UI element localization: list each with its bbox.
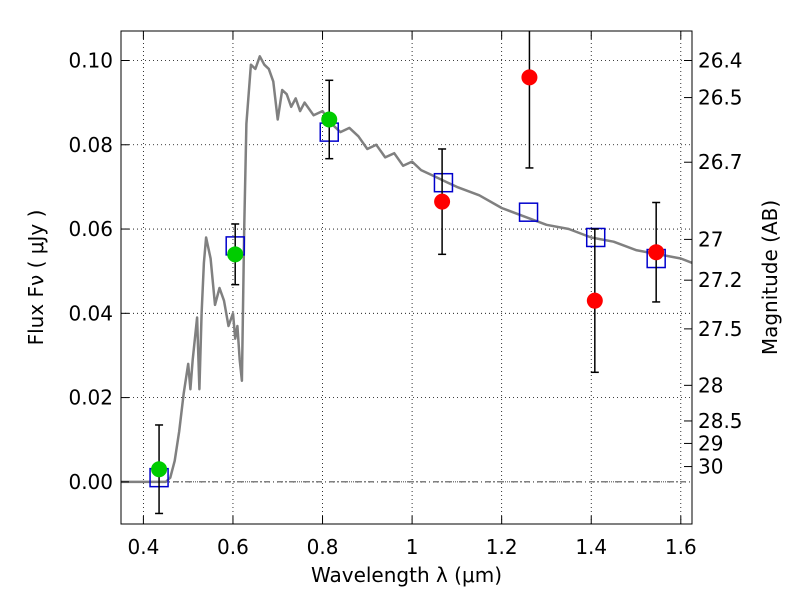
- x-tick-label: 0.4: [127, 535, 159, 559]
- x-tick-labels: 0.4 0.6 0.8 1 1.2 1.4 1.6: [127, 535, 696, 559]
- magnitude-axis-label: Magnitude (AB): [758, 200, 782, 355]
- y-tick-labels: 0.00 0.02 0.04 0.06 0.08 0.10: [68, 48, 113, 493]
- magnitude-tick-label: 29: [698, 431, 723, 455]
- magnitude-tick-label: 26.7: [698, 150, 743, 174]
- optical-data-point: [321, 111, 338, 128]
- x-axis-label: Wavelength λ (μm): [311, 563, 502, 587]
- model-spectrum-line: [121, 55, 692, 484]
- x-tick-label: 1.4: [575, 535, 607, 559]
- magnitude-tick-label: 27: [698, 227, 723, 251]
- observed-point-series: [151, 69, 665, 478]
- optical-data-point: [227, 246, 244, 263]
- y-tick-label: 0.04: [68, 301, 113, 325]
- x-tick-label: 1.2: [486, 535, 518, 559]
- grid: [121, 31, 692, 524]
- nir-data-point: [648, 244, 665, 261]
- errorbar-series: [155, 31, 661, 515]
- optical-data-point: [151, 461, 168, 478]
- model-spectrum-series: [121, 55, 692, 484]
- x-tick-label: 1: [406, 535, 419, 559]
- magnitude-tick-label: 27.5: [698, 317, 743, 341]
- magnitude-tick-label: 26.5: [698, 86, 743, 110]
- nir-data-point: [586, 292, 603, 309]
- y-axis-label: Flux Fν ( μJy ): [24, 210, 48, 346]
- x-tick-label: 0.6: [217, 535, 249, 559]
- plot-frame: [120, 30, 693, 525]
- x-tick-label: 0.8: [307, 535, 339, 559]
- magnitude-tick-label: 28.5: [698, 409, 743, 433]
- y-tick-label: 0.06: [68, 217, 113, 241]
- magnitude-tick-label: 26.4: [698, 48, 743, 72]
- magnitude-tick-label: 30: [698, 455, 723, 479]
- axis-ticks: [121, 31, 692, 524]
- y-tick-label: 0.00: [68, 470, 113, 494]
- nir-data-point: [434, 193, 451, 210]
- x-tick-label: 1.6: [665, 535, 697, 559]
- y-tick-label: 0.10: [68, 48, 113, 72]
- magnitude-tick-label: 28: [698, 373, 723, 397]
- magnitude-tick-label: 27.2: [698, 268, 743, 292]
- nir-data-point: [521, 69, 538, 86]
- y-tick-label: 0.08: [68, 133, 113, 157]
- model-box-marker: [433, 172, 454, 193]
- y-tick-label: 0.02: [68, 386, 113, 410]
- model-box-series: [149, 122, 666, 488]
- model-box-marker: [518, 202, 539, 222]
